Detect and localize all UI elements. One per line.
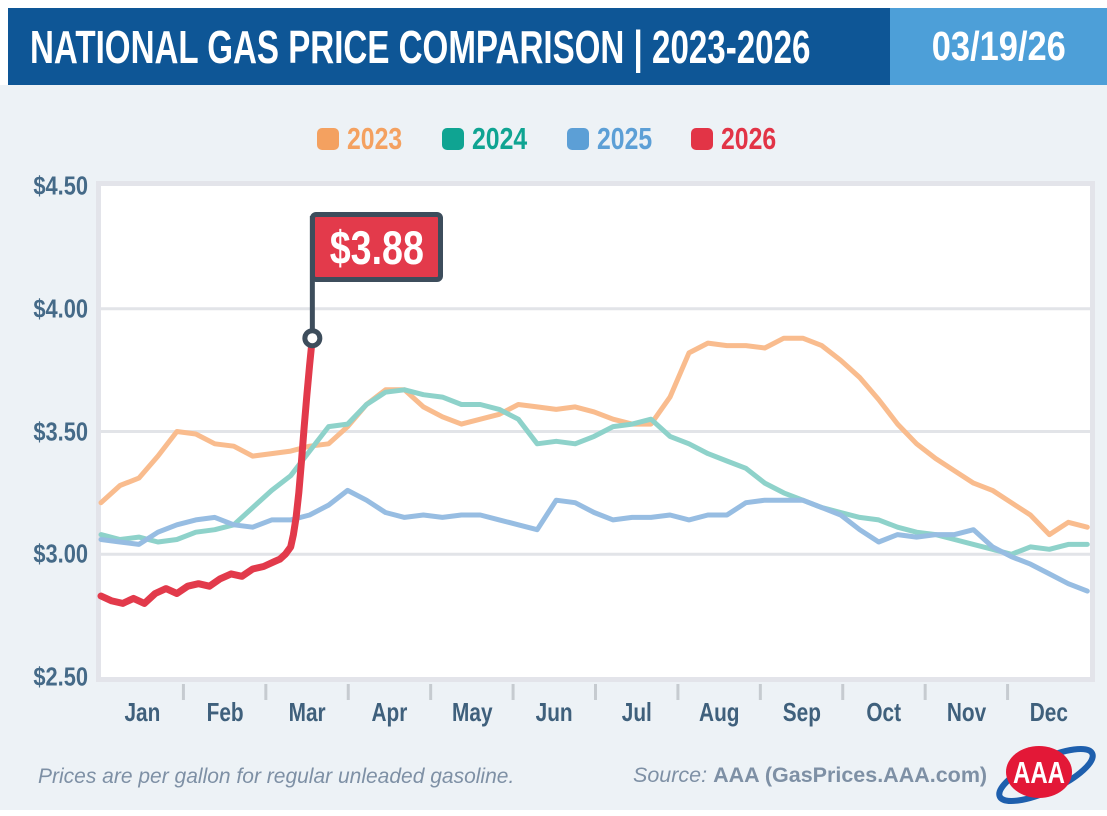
x-axis-label-nov: Nov	[946, 697, 987, 727]
legend-item-2026: 2026	[691, 121, 790, 157]
header-bar: NATIONAL GAS PRICE COMPARISON | 2023-202…	[8, 8, 890, 85]
x-axis-label-may: May	[451, 697, 493, 727]
legend-item-2024: 2024	[441, 121, 541, 157]
price-callout-value: $3.88	[329, 220, 424, 274]
legend-item-2025: 2025	[566, 121, 666, 157]
legend-label-2026: 2026	[721, 121, 777, 156]
footnote: Prices are per gallon for regular unlead…	[38, 765, 515, 788]
x-axis-label-feb: Feb	[206, 697, 244, 727]
legend-swatch-2024-icon	[441, 128, 464, 150]
header-date-box: 03/19/26	[890, 8, 1107, 85]
x-axis-label-jul: Jul	[621, 697, 652, 727]
x-axis-label-oct: Oct	[866, 697, 902, 727]
chart-legend: 2023 2024 2025 2026	[0, 121, 1107, 157]
x-axis-label-apr: Apr	[371, 697, 408, 727]
aaa-logo-oval-icon	[1006, 746, 1072, 798]
aaa-logo: AAA	[996, 746, 1096, 804]
legend-item-2023: 2023	[316, 121, 416, 157]
x-axis-label-sep: Sep	[782, 697, 821, 727]
x-axis-label-mar: Mar	[288, 697, 326, 727]
source-line: Source: AAA (GasPrices.AAA.com)	[633, 763, 987, 788]
header-date: 03/19/26	[931, 23, 1066, 69]
source-text: AAA (GasPrices.AAA.com)	[713, 763, 988, 787]
x-axis-label-jan: Jan	[124, 697, 161, 727]
legend-swatch-2026-icon	[691, 128, 714, 150]
legend-label-2025: 2025	[596, 121, 652, 156]
legend-swatch-2025-icon	[566, 128, 589, 150]
legend-label-2024: 2024	[471, 121, 527, 156]
x-axis-label-aug: Aug	[698, 697, 740, 727]
y-axis-label-300: $3.00	[33, 538, 88, 569]
y-axis-label-450: $4.50	[33, 170, 88, 201]
x-axis-label-dec: Dec	[1029, 697, 1068, 727]
y-axis-label-400: $4.00	[33, 293, 88, 324]
y-axis-label-350: $3.50	[33, 416, 88, 446]
price-callout-flag: $3.88	[310, 212, 444, 282]
legend-swatch-2023-icon	[316, 128, 339, 150]
plot-area	[96, 181, 1095, 682]
x-axis-label-jun: Jun	[535, 697, 573, 727]
y-axis-label-250: $2.50	[33, 661, 88, 692]
aaa-logo-letters: AAA	[1013, 755, 1065, 790]
legend-label-2023: 2023	[346, 121, 402, 156]
source-prefix: Source:	[633, 763, 708, 787]
page-title: NATIONAL GAS PRICE COMPARISON | 2023-202…	[30, 20, 811, 73]
